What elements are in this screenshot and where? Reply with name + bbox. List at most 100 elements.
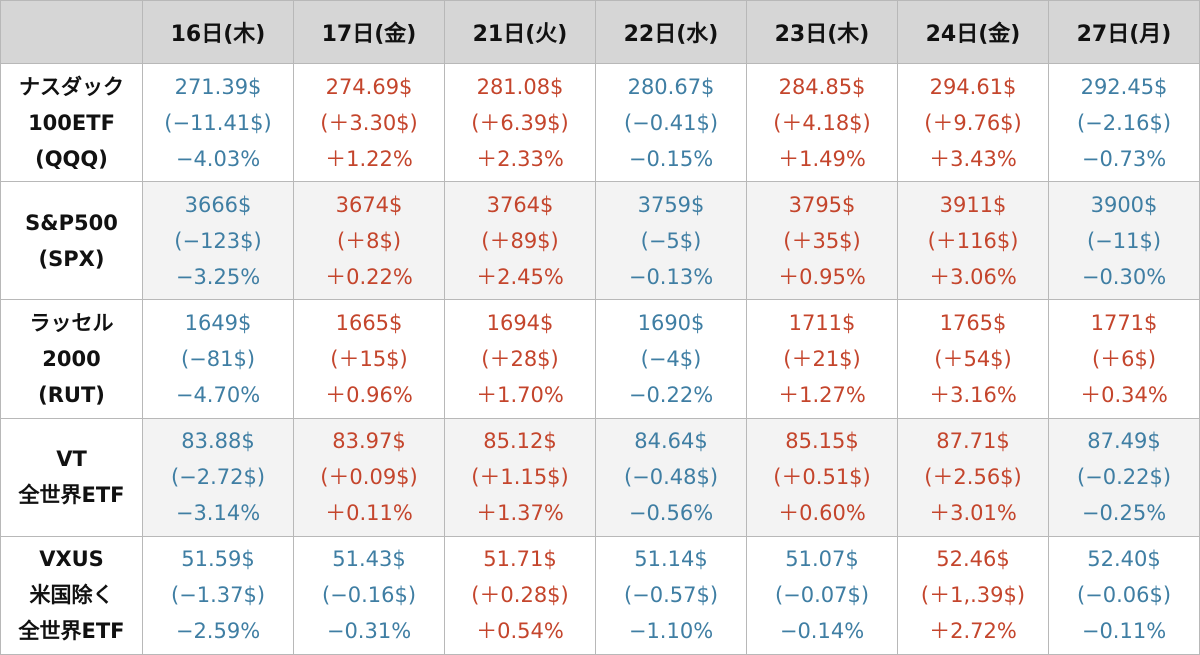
row-label-line: ラッセル bbox=[29, 310, 114, 335]
percent-change: ＋0.96% bbox=[325, 382, 413, 407]
price-value: 51.59$ bbox=[181, 547, 255, 572]
change-value: (−81$) bbox=[180, 346, 256, 371]
price-cell: 3764$ (＋89$) ＋2.45% bbox=[444, 181, 596, 301]
price-cell: 83.88$ (−2.72$) −3.14% bbox=[142, 417, 294, 537]
price-cell: 87.71$ (＋2.56$) ＋3.01% bbox=[897, 417, 1049, 537]
row-label-line: S&P500 bbox=[25, 210, 118, 235]
row-label-line: (SPX) bbox=[38, 246, 105, 271]
change-value: (−4$) bbox=[640, 346, 702, 371]
percent-change: −0.30% bbox=[1081, 264, 1167, 289]
change-value: (＋0.28$) bbox=[471, 583, 569, 608]
column-header: 24日(金) bbox=[897, 0, 1049, 64]
price-value: 83.97$ bbox=[332, 429, 406, 454]
price-value: 1711$ bbox=[788, 310, 856, 335]
percent-change: ＋2.33% bbox=[476, 146, 564, 171]
row-label-line: 2000 bbox=[42, 346, 101, 371]
percent-change: ＋0.11% bbox=[325, 501, 413, 526]
row-label-line: 全世界ETF bbox=[18, 483, 125, 508]
percent-change: −3.25% bbox=[175, 264, 261, 289]
price-value: 1690$ bbox=[637, 310, 705, 335]
row-label: ラッセル 2000 (RUT) bbox=[0, 299, 143, 419]
change-value: (−0.22$) bbox=[1076, 465, 1172, 490]
percent-change: −3.14% bbox=[175, 501, 261, 526]
percent-change: −0.31% bbox=[326, 619, 412, 644]
change-value: (−0.57$) bbox=[623, 583, 719, 608]
change-value: (−0.16$) bbox=[321, 583, 417, 608]
price-cell: 1690$ (−4$) −0.22% bbox=[595, 299, 747, 419]
price-value: 3911$ bbox=[939, 192, 1007, 217]
row-label-line: (RUT) bbox=[38, 382, 105, 407]
price-cell: 52.40$ (−0.06$) −0.11% bbox=[1048, 535, 1200, 655]
percent-change: −1.10% bbox=[628, 619, 714, 644]
price-cell: 280.67$ (−0.41$) −0.15% bbox=[595, 62, 747, 183]
table-row: ラッセル 2000 (RUT) 1649$ (−81$) −4.70% 1665$ (＋15$… bbox=[0, 299, 1200, 419]
column-header: 16日(木) bbox=[142, 0, 294, 64]
change-value: (＋0.51$) bbox=[773, 465, 871, 490]
price-cell: 85.12$ (＋1.15$) ＋1.37% bbox=[444, 417, 596, 537]
price-value: 84.64$ bbox=[634, 429, 708, 454]
price-value: 52.40$ bbox=[1087, 547, 1161, 572]
price-cell: 1665$ (＋15$) ＋0.96% bbox=[293, 299, 445, 419]
change-value: (＋28$) bbox=[481, 346, 559, 371]
price-value: 3764$ bbox=[486, 192, 554, 217]
row-label-line: 米国除く bbox=[29, 583, 114, 608]
row-label: VXUS 米国除く 全世界ETF bbox=[0, 535, 143, 655]
price-value: 3900$ bbox=[1090, 192, 1158, 217]
price-cell: 3900$ (−11$) −0.30% bbox=[1048, 181, 1200, 301]
price-value: 87.49$ bbox=[1087, 429, 1161, 454]
percent-change: ＋3.16% bbox=[929, 382, 1017, 407]
percent-change: −2.59% bbox=[175, 619, 261, 644]
price-value: 85.15$ bbox=[785, 429, 859, 454]
price-cell: 85.15$ (＋0.51$) ＋0.60% bbox=[746, 417, 898, 537]
price-cell: 51.14$ (−0.57$) −1.10% bbox=[595, 535, 747, 655]
price-cell: 83.97$ (＋0.09$) ＋0.11% bbox=[293, 417, 445, 537]
percent-change: −0.13% bbox=[628, 264, 714, 289]
change-value: (＋116$) bbox=[927, 228, 1019, 253]
price-cell: 51.07$ (−0.07$) −0.14% bbox=[746, 535, 898, 655]
column-header: 22日(水) bbox=[595, 0, 747, 64]
price-cell: 281.08$ (＋6.39$) ＋2.33% bbox=[444, 62, 596, 183]
price-value: 1649$ bbox=[184, 310, 252, 335]
percent-change: −0.73% bbox=[1081, 146, 1167, 171]
price-cell: 1649$ (−81$) −4.70% bbox=[142, 299, 294, 419]
price-cell: 51.71$ (＋0.28$) ＋0.54% bbox=[444, 535, 596, 655]
table-row: VT 全世界ETF 83.88$ (−2.72$) −3.14% 83.97$ (＋0.09… bbox=[0, 417, 1200, 537]
percent-change: ＋0.34% bbox=[1080, 382, 1168, 407]
change-value: (−123$) bbox=[174, 228, 262, 253]
column-header: 21日(火) bbox=[444, 0, 596, 64]
percent-change: ＋2.45% bbox=[476, 264, 564, 289]
percent-change: ＋1.49% bbox=[778, 146, 866, 171]
price-value: 3795$ bbox=[788, 192, 856, 217]
price-cell: 274.69$ (＋3.30$) ＋1.22% bbox=[293, 62, 445, 183]
percent-change: −0.56% bbox=[628, 501, 714, 526]
change-value: (＋35$) bbox=[783, 228, 861, 253]
change-value: (＋1,.39$) bbox=[920, 583, 1026, 608]
row-label-line: 全世界ETF bbox=[18, 619, 125, 644]
price-value: 284.85$ bbox=[778, 74, 866, 99]
price-value: 51.07$ bbox=[785, 547, 859, 572]
percent-change: −0.25% bbox=[1081, 501, 1167, 526]
percent-change: ＋1.70% bbox=[476, 382, 564, 407]
change-value: (−5$) bbox=[640, 228, 702, 253]
change-value: (＋6$) bbox=[1091, 346, 1157, 371]
price-value: 83.88$ bbox=[181, 429, 255, 454]
corner-cell bbox=[0, 0, 143, 64]
row-label-line: 100ETF bbox=[28, 110, 115, 135]
change-value: (＋89$) bbox=[481, 228, 559, 253]
price-value: 51.14$ bbox=[634, 547, 708, 572]
percent-change: ＋2.72% bbox=[929, 619, 1017, 644]
price-cell: 87.49$ (−0.22$) −0.25% bbox=[1048, 417, 1200, 537]
change-value: (−11$) bbox=[1086, 228, 1162, 253]
change-value: (＋2.56$) bbox=[924, 465, 1022, 490]
price-value: 271.39$ bbox=[174, 74, 262, 99]
percent-change: ＋1.27% bbox=[778, 382, 866, 407]
percent-change: −4.03% bbox=[175, 146, 261, 171]
percent-change: ＋3.06% bbox=[929, 264, 1017, 289]
table-row: VXUS 米国除く 全世界ETF 51.59$ (−1.37$) −2.59% 51.43$… bbox=[0, 535, 1200, 655]
change-value: (＋3.30$) bbox=[320, 110, 418, 135]
change-value: (−0.48$) bbox=[623, 465, 719, 490]
price-value: 1694$ bbox=[486, 310, 554, 335]
price-value: 87.71$ bbox=[936, 429, 1010, 454]
price-value: 3674$ bbox=[335, 192, 403, 217]
